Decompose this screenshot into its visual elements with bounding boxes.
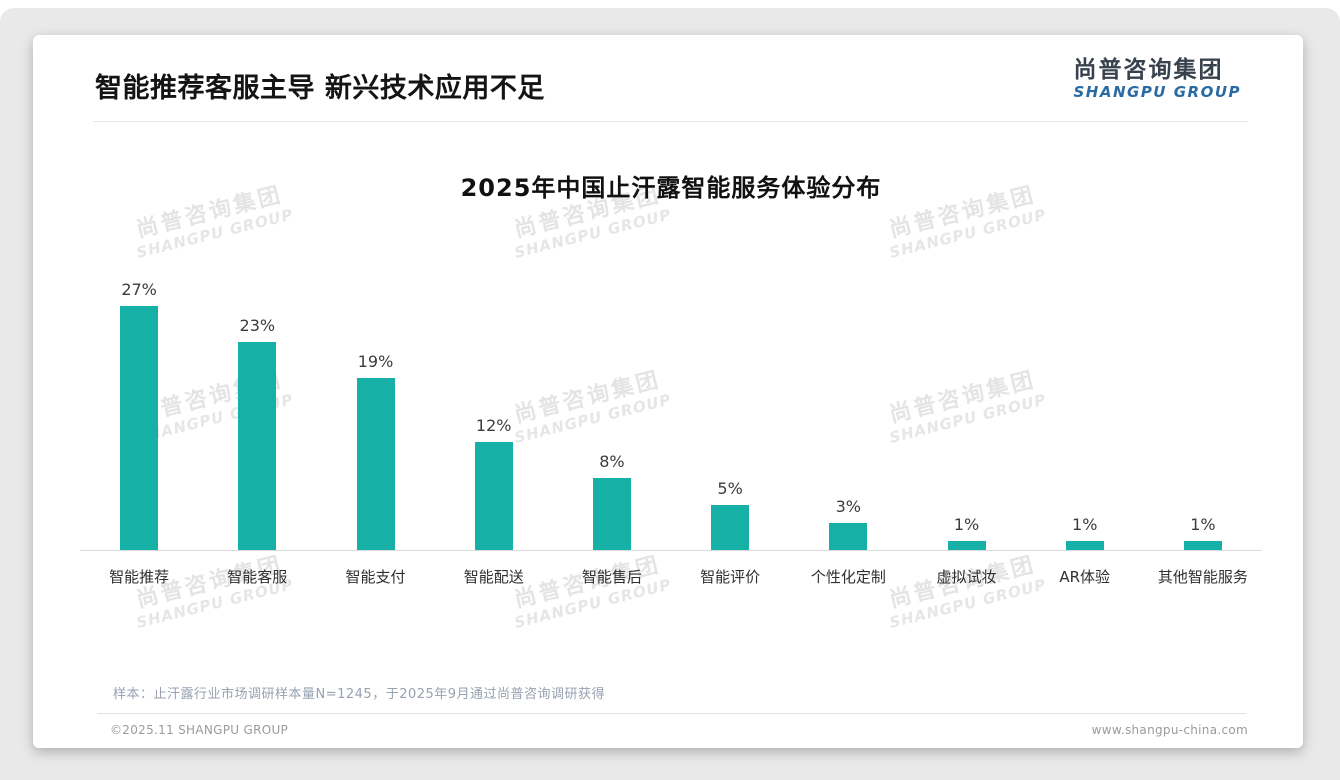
logo-english-text: SHANGPU GROUP: [1073, 83, 1241, 101]
bar-column: 19%: [316, 250, 434, 550]
bar: [356, 378, 395, 550]
bar: [474, 442, 513, 550]
x-axis-label: AR体验: [1059, 568, 1111, 586]
chart-title: 2025年中国止汗露智能服务体验分布: [460, 174, 882, 202]
bar: [120, 306, 159, 550]
bar-value-label: 23%: [239, 316, 276, 335]
x-axis-label: 智能配送: [463, 568, 524, 586]
bar: [238, 342, 277, 550]
footer-copyright: ©2025.11 SHANGPU GROUP: [110, 723, 289, 737]
x-axis-label: 智能推荐: [109, 568, 170, 586]
bar-value-label: 12%: [475, 416, 512, 435]
footer-website: www.shangpu-china.com: [1091, 723, 1248, 737]
bar-column: 1%: [907, 250, 1025, 550]
page-title: 智能推荐客服主导 新兴技术应用不足: [95, 73, 545, 104]
bar-value-label: 27%: [121, 280, 157, 299]
bar-value-label: 5%: [717, 479, 743, 498]
bar-column: 5%: [671, 250, 789, 550]
bar-value-label: 3%: [835, 497, 862, 516]
bar-column: 12%: [435, 250, 553, 550]
bar: [947, 541, 986, 550]
bar: [1183, 541, 1222, 550]
bar-value-label: 8%: [599, 452, 625, 471]
bar-column: 27%: [80, 250, 198, 550]
x-axis-label: 智能售后: [581, 568, 642, 586]
x-axis-label: 其他智能服务: [1157, 568, 1248, 586]
slide-card: 尚普咨询集团 SHANGPU GROUP 尚普咨询集团 SHANGPU GROUP 尚普…: [33, 35, 1303, 748]
x-labels-row: 智能推荐 智能客服 智能支付 智能配送 智能售后 智能评价 个性化定制 虚拟试妆 AR体验 其他智…: [80, 566, 1262, 587]
bar: [1065, 541, 1104, 550]
footer-row: ©2025.11 SHANGPU GROUP www.shangpu-china…: [110, 723, 1248, 737]
company-logo: 尚普咨询集团 SHANGPU GROUP: [1073, 57, 1241, 101]
x-axis-label: 智能支付: [345, 568, 406, 586]
bar-value-label: 1%: [1190, 515, 1216, 534]
bar-column: 3%: [789, 250, 907, 550]
x-axis-label: 智能评价: [700, 568, 761, 586]
x-axis-label: 智能客服: [227, 568, 288, 586]
sample-footnote: 样本：止汗露行业市场调研样本量N=1245，于2025年9月通过尚普咨询调研获得: [113, 687, 606, 702]
bar: [829, 523, 868, 550]
bar: [711, 505, 750, 550]
x-axis-label: 个性化定制: [810, 568, 886, 586]
bar-value-label: 1%: [953, 515, 980, 534]
bar-value-label: 1%: [1072, 515, 1098, 534]
footer-divider: [97, 713, 1246, 714]
logo-chinese-text: 尚普咨询集团: [1073, 57, 1224, 83]
bar-column: 1%: [1144, 250, 1262, 550]
bar: [592, 478, 631, 550]
bars-row: 27% 23% 19% 12% 8% 5% 3% 1% 1% 1%: [80, 250, 1262, 551]
bar-column: 1%: [1026, 250, 1144, 550]
x-axis-label: 虚拟试妆: [936, 568, 997, 586]
bar-chart: 2025年中国止汗露智能服务体验分布 27% 23% 19% 12% 8% 5% 3% 1% 1…: [80, 35, 1262, 748]
bar-value-label: 19%: [357, 352, 394, 371]
bar-column: 23%: [198, 250, 316, 550]
header-divider: [93, 121, 1248, 122]
bar-column: 8%: [553, 250, 671, 550]
